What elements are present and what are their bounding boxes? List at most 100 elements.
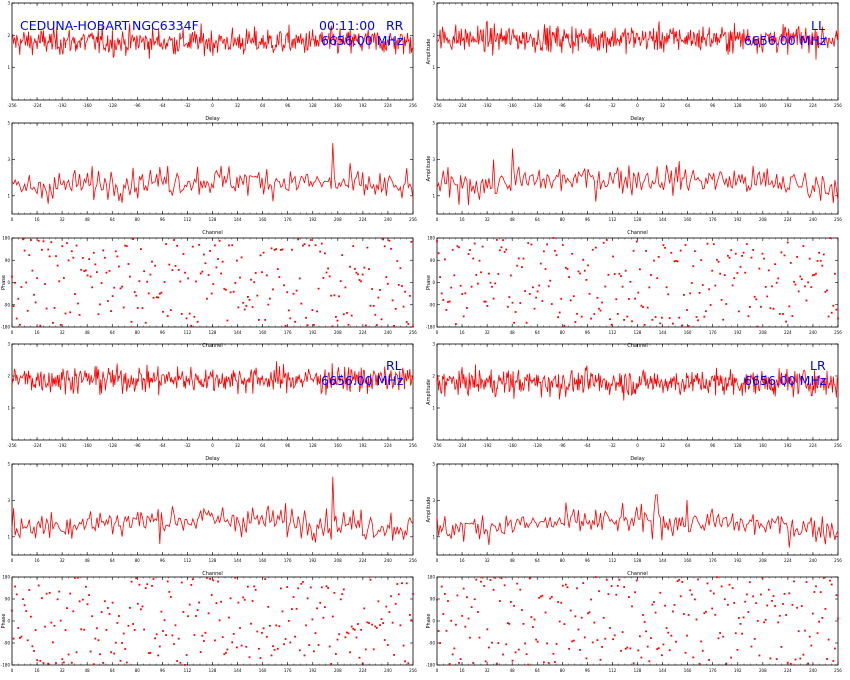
y-tick-label: -180 — [426, 325, 436, 330]
x-tick-label: 160 — [259, 217, 267, 222]
phase-point — [530, 616, 533, 618]
x-tick-label: 256 — [834, 558, 842, 563]
x-tick-label: 64 — [685, 443, 691, 448]
phase-point — [48, 255, 51, 258]
phase-point — [22, 598, 24, 600]
phase-point — [708, 288, 710, 291]
phase-point — [12, 637, 15, 640]
phase-point — [810, 286, 813, 288]
x-tick-label: 224 — [784, 330, 792, 335]
phase-point — [364, 324, 367, 327]
phase-point — [681, 324, 684, 327]
phase-point — [492, 297, 495, 300]
x-tick-label: 128 — [309, 103, 317, 108]
phase-point — [552, 652, 555, 655]
phase-point — [182, 611, 185, 613]
phase-point — [783, 254, 786, 257]
phase-point — [245, 305, 248, 307]
phase-point — [63, 277, 65, 279]
x-tick-label: 32 — [485, 558, 491, 563]
plot-frame — [11, 576, 414, 666]
phase-point — [295, 289, 298, 292]
x-tick-label: 160 — [259, 668, 267, 673]
phase-point — [588, 611, 591, 614]
phase-point — [105, 629, 108, 631]
phase-point — [624, 647, 627, 650]
phase-point — [535, 296, 537, 299]
phase-point — [173, 643, 175, 645]
phase-point — [119, 659, 122, 662]
phase-point — [694, 598, 696, 601]
phase-point — [837, 317, 839, 320]
phase-point — [609, 318, 611, 321]
phase-point — [264, 578, 267, 580]
phase-point — [289, 641, 292, 644]
phase-point — [760, 305, 762, 308]
x-tick-label: 128 — [209, 558, 217, 563]
phase-point — [807, 281, 809, 284]
phase-point — [555, 643, 558, 645]
phase-point — [455, 623, 457, 626]
x-tick-label: 112 — [184, 330, 192, 335]
phase-point — [15, 593, 18, 596]
x-tick-label: 96 — [160, 668, 166, 673]
phase-point — [358, 279, 361, 281]
phase-point — [173, 239, 175, 241]
phase-point — [437, 252, 440, 255]
phase-point — [399, 267, 402, 270]
phase-point — [763, 621, 765, 624]
phase-point — [664, 246, 666, 249]
phase-point — [342, 588, 345, 591]
phase-point — [495, 662, 498, 665]
phase-point — [651, 603, 654, 606]
phase-point — [602, 616, 605, 619]
phase-point — [637, 649, 640, 652]
phase-point — [590, 598, 592, 601]
phase-point — [350, 625, 353, 628]
panel-LL-channel: 0 16 32 48 64 80 96 112 128 144 160 176 192 208 224 240… — [426, 121, 842, 237]
phase-point — [259, 657, 262, 659]
phase-point — [557, 316, 559, 319]
phase-point — [261, 271, 263, 274]
x-tick-label: 240 — [809, 668, 817, 673]
y-tick-label: 3 — [7, 342, 10, 347]
x-tick-label: -224 — [458, 103, 468, 108]
phase-point — [720, 585, 723, 588]
x-axis-label: Channel — [627, 571, 648, 577]
phase-point — [220, 600, 222, 603]
phase-point — [368, 622, 370, 624]
x-tick-label: 256 — [409, 558, 417, 563]
phase-point — [67, 259, 70, 262]
freq-label-rl: 6656.00 MHz — [321, 373, 404, 388]
phase-point — [355, 636, 358, 639]
phase-point — [568, 647, 570, 650]
phase-point — [516, 582, 519, 585]
phase-point — [44, 625, 46, 628]
phase-point — [591, 248, 594, 251]
y-tick-label: 180 — [427, 575, 435, 580]
phase-point — [75, 651, 78, 654]
phase-point — [769, 657, 772, 660]
phase-point — [217, 580, 219, 583]
phase-point — [154, 264, 156, 267]
phase-point — [125, 661, 128, 664]
x-axis-label: Delay — [205, 456, 219, 462]
phase-point — [127, 263, 130, 265]
phase-point — [689, 589, 692, 592]
phase-point — [771, 285, 773, 288]
phase-point — [353, 268, 356, 270]
phase-point — [684, 244, 687, 246]
phase-point — [254, 272, 257, 274]
phase-point — [116, 622, 119, 624]
phase-point — [631, 320, 633, 323]
phase-point — [475, 578, 478, 581]
phase-point — [191, 245, 194, 248]
phase-point — [775, 658, 778, 660]
phase-point — [650, 274, 652, 276]
phase-point — [262, 627, 265, 630]
phase-point — [231, 244, 234, 247]
phase-point — [782, 313, 784, 315]
phase-point — [508, 623, 511, 625]
phase-point — [133, 291, 136, 293]
phase-point — [141, 307, 144, 310]
